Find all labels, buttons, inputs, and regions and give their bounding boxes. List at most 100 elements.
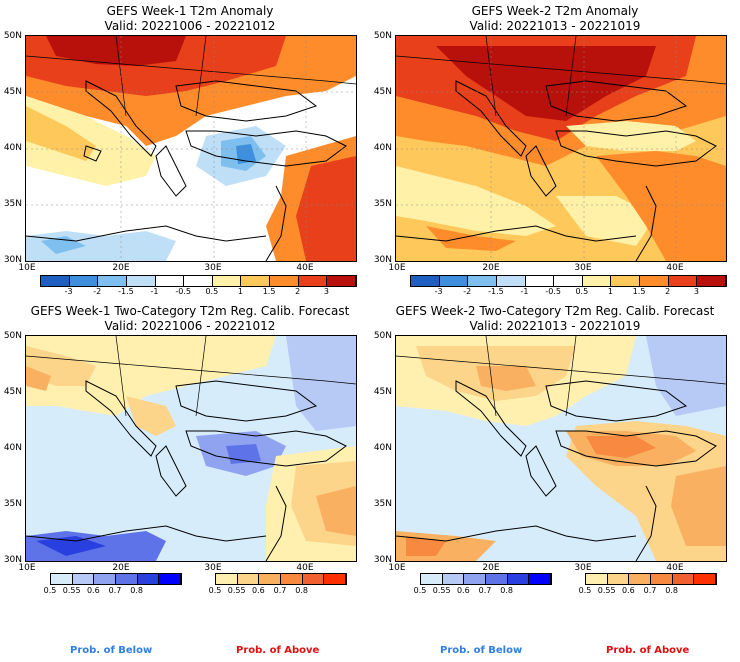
colorbar-swatch — [184, 276, 213, 286]
colorbar-swatch — [486, 574, 508, 584]
colorbar-swatch — [640, 276, 669, 286]
lat-label: 50N — [3, 331, 22, 341]
colorbar-tick-label: -0.5 — [545, 287, 561, 296]
colorbar-swatch — [496, 276, 526, 286]
lon-label: 30E — [574, 563, 592, 573]
colorbar-tick-label: 0.55 — [432, 586, 451, 595]
valid-text: Valid: 20221013 - 20221019 — [469, 319, 641, 333]
prob-below-label: Prob. of Below — [70, 645, 153, 656]
colorbar-swatch — [411, 276, 440, 286]
valid-text: Valid: 20221013 - 20221019 — [469, 19, 641, 33]
colorbar-swatch — [421, 574, 443, 584]
colorbar-tick-label: 0.6 — [86, 586, 100, 595]
colorbar-swatch — [69, 276, 99, 286]
colorbar-swatch — [241, 276, 271, 286]
colorbar-tick-label: -1.5 — [118, 287, 134, 296]
colorbar-swatch — [237, 574, 260, 584]
colorbar-tick-label: -3 — [434, 287, 443, 296]
colorbar-swatch — [270, 276, 299, 286]
above-colorbar-ticks: 0.5 0.55 0.6 0.7 0.8 — [209, 586, 345, 598]
lat-label: 30N — [373, 255, 392, 265]
colorbar-tick-label: 0.8 — [130, 586, 144, 595]
colorbar-tick-label: 1 — [237, 287, 243, 296]
colorbar-tick-label: -1 — [520, 287, 529, 296]
lat-label: 45N — [3, 387, 22, 397]
colorbar-swatch — [439, 276, 469, 286]
colorbar-swatch — [94, 574, 117, 584]
colorbar-tick-label: 0.5 — [205, 287, 219, 296]
lon-label: 40E — [666, 563, 684, 573]
colorbar-tick-label: 0.55 — [62, 586, 81, 595]
colorbar-tick-label: 0.55 — [227, 586, 246, 595]
anomaly-colorbar-ticks: -3 -2 -1.5 -1 -0.5 0.5 1 1.5 2 3 — [40, 287, 355, 299]
colorbar-tick-label: 0.8 — [500, 586, 514, 595]
colorbar-tick-label: 0.5 — [578, 586, 592, 595]
colorbar-tick-label: 0.5 — [413, 586, 427, 595]
lat-label: 45N — [373, 87, 392, 97]
colorbar-swatch — [651, 574, 673, 584]
lat-label: 40N — [373, 443, 392, 453]
anomaly-map — [25, 35, 357, 262]
colorbar-swatch — [98, 276, 127, 286]
lat-label: 40N — [3, 143, 22, 153]
colorbar-tick-label: 1.5 — [262, 287, 276, 296]
lon-label: 30E — [204, 563, 222, 573]
panel-week1-anomaly: GEFS Week-1 T2m Anomaly Valid: 20221006 … — [0, 0, 370, 300]
colorbar-swatch — [468, 276, 497, 286]
panel-title: GEFS Week-1 Two-Category T2m Reg. Calib.… — [10, 304, 370, 334]
probability-map — [395, 335, 727, 562]
colorbar-swatch — [464, 574, 487, 584]
colorbar-swatch — [629, 574, 652, 584]
lon-label: 10E — [18, 563, 36, 573]
below-colorbar — [420, 573, 552, 585]
colorbar-swatch — [525, 276, 555, 286]
colorbar-tick-label: 0.7 — [108, 586, 122, 595]
lat-label: 35N — [373, 499, 392, 509]
colorbar-tick-label: -0.5 — [175, 287, 191, 296]
colorbar-tick-label: 0.8 — [665, 586, 679, 595]
anomaly-colorbar-ticks: -3 -2 -1.5 -1 -0.5 0.5 1 1.5 2 3 — [410, 287, 725, 299]
colorbar-swatch — [212, 276, 242, 286]
panel-week2-anomaly: GEFS Week-2 T2m Anomaly Valid: 20221013 … — [370, 0, 740, 300]
colorbar-tick-label: 0.5 — [43, 586, 57, 595]
colorbar-swatch — [586, 574, 608, 584]
colorbar-swatch — [137, 574, 160, 584]
colorbar-swatch — [259, 574, 282, 584]
colorbar-swatch — [697, 276, 727, 286]
lat-label: 40N — [3, 443, 22, 453]
panel-week2-probability: GEFS Week-2 Two-Category T2m Reg. Calib.… — [370, 300, 740, 662]
colorbar-tick-label: 0.6 — [621, 586, 635, 595]
panel-title: GEFS Week-2 T2m Anomaly Valid: 20221013 … — [375, 4, 735, 34]
colorbar-swatch — [694, 574, 717, 584]
title-text: GEFS Week-2 Two-Category T2m Reg. Calib.… — [395, 304, 715, 318]
colorbar-swatch — [159, 574, 182, 584]
colorbar-swatch — [529, 574, 552, 584]
prob-below-label: Prob. of Below — [440, 645, 523, 656]
anomaly-colorbar — [40, 275, 357, 287]
colorbar-swatch — [607, 574, 630, 584]
colorbar-tick-label: 0.7 — [273, 586, 287, 595]
anomaly-colorbar — [410, 275, 727, 287]
anomaly-map — [395, 35, 727, 262]
title-text: GEFS Week-1 T2m Anomaly — [106, 4, 274, 18]
panel-title: GEFS Week-2 Two-Category T2m Reg. Calib.… — [375, 304, 735, 334]
colorbar-tick-label: 0.55 — [597, 586, 616, 595]
colorbar-tick-label: 1 — [607, 287, 613, 296]
colorbar-tick-label: 2 — [665, 287, 671, 296]
colorbar-tick-label: 3 — [323, 287, 329, 296]
lat-label: 30N — [3, 555, 22, 565]
colorbar-swatch — [611, 276, 641, 286]
lat-label: 45N — [3, 87, 22, 97]
lat-label: 30N — [3, 255, 22, 265]
lon-label: 40E — [666, 263, 684, 273]
lon-label: 30E — [574, 263, 592, 273]
title-text: GEFS Week-1 Two-Category T2m Reg. Calib.… — [30, 304, 350, 318]
colorbar-swatch — [554, 276, 583, 286]
above-colorbar-ticks: 0.5 0.55 0.6 0.7 0.8 — [579, 586, 715, 598]
colorbar-swatch — [281, 574, 303, 584]
colorbar-swatch — [442, 574, 465, 584]
colorbar-swatch — [41, 276, 70, 286]
colorbar-swatch — [116, 574, 138, 584]
lat-label: 30N — [373, 555, 392, 565]
colorbar-swatch — [155, 276, 185, 286]
